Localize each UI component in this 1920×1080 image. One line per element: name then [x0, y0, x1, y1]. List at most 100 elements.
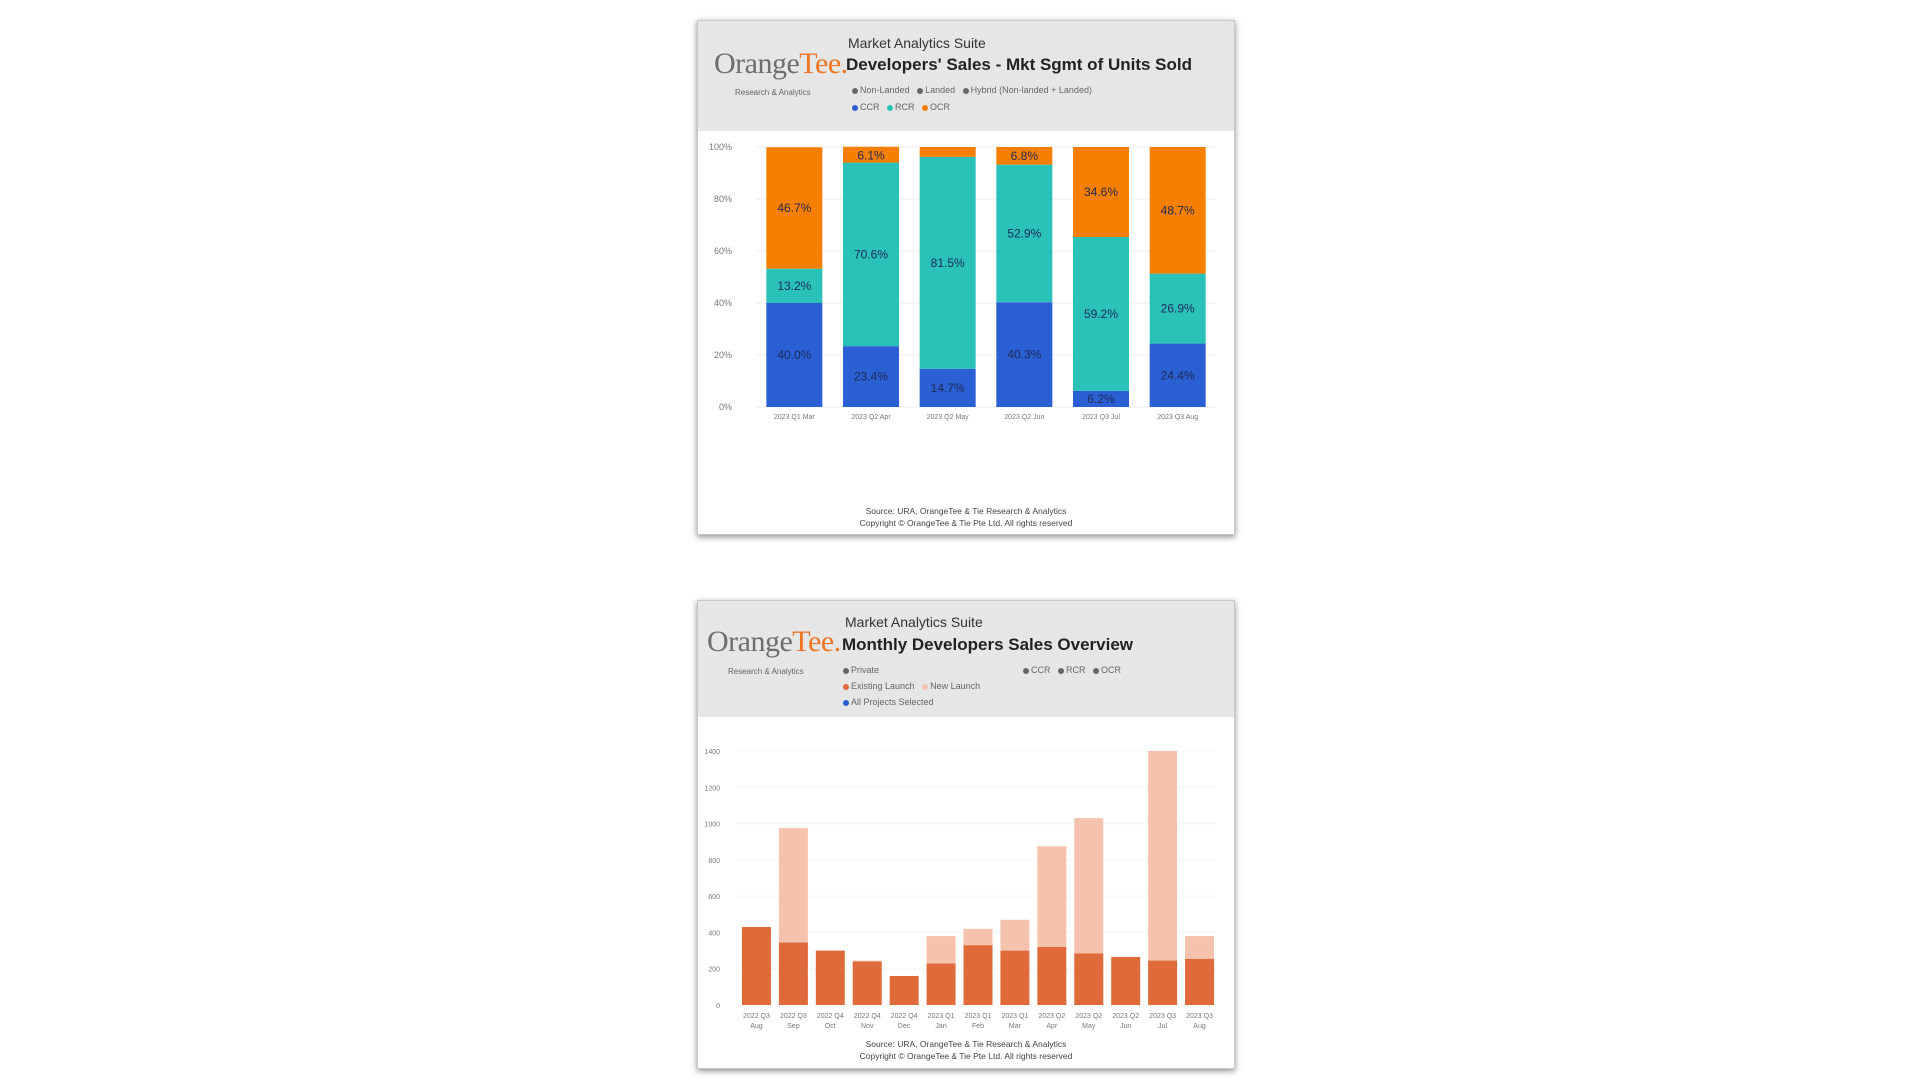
x-tick-label-quarter: 2023 Q2	[1112, 1013, 1139, 1020]
x-tick-label-month: Jan	[935, 1023, 946, 1030]
bar-segment-ocr	[919, 147, 976, 157]
filter-landed[interactable]: Landed	[917, 85, 955, 95]
y-tick-label: 1400	[704, 749, 720, 756]
series-legend: CCR RCR OCR	[852, 102, 955, 112]
bar-segment-existing-launch	[1000, 950, 1030, 1005]
legend-label: CCR	[860, 102, 880, 112]
segment-ocr[interactable]: OCR	[1093, 665, 1121, 675]
x-tick-label-quarter: 2023 Q2	[1038, 1013, 1065, 1020]
x-tick-label-month: Oct	[825, 1023, 836, 1030]
stacked-percent-bar-chart: 0% 20% 40% 60% 80% 100% 40.0% 13.2% 46.7% 2023 Q1…	[709, 142, 1216, 421]
copyright-note: Copyright © OrangeTee & Tie Pte Ltd. All…	[859, 1051, 1073, 1061]
x-tick-label-month: Jul	[1158, 1023, 1167, 1030]
all-projects-selected[interactable]: All Projects Selected	[843, 697, 934, 707]
x-tick-label-quarter: 2022 Q4	[854, 1013, 881, 1020]
bar-segment-ccr	[919, 368, 976, 407]
bar-segment-existing-launch	[852, 961, 882, 1005]
data-label: 34.6%	[1084, 185, 1118, 199]
bar-segment-rcr	[766, 268, 823, 303]
segment-dot-icon	[1058, 667, 1065, 674]
filter-label: Non-Landed	[860, 85, 910, 95]
y-tick-label: 1000	[704, 822, 720, 829]
logo-text-dot: .	[840, 47, 849, 80]
bar-segment-new-launch	[852, 960, 882, 962]
x-tick-label-month: Aug	[1193, 1023, 1206, 1030]
bar-segment-rcr	[919, 156, 976, 369]
projects-legend: All Projects Selected	[843, 697, 939, 707]
stacked-bar-chart: 0 200 400 600 800 1000 1200 1400 2022 Q3 Aug 2022 …	[704, 749, 1218, 1030]
bar-segment-existing-launch	[1148, 960, 1178, 1005]
data-label: 40.3%	[1007, 348, 1041, 362]
x-tick-label: 2023 Q2 Jun	[1004, 414, 1044, 421]
legend-dot-icon	[922, 683, 929, 690]
y-tick-label: 400	[708, 930, 720, 937]
x-tick-label: 2023 Q3 Jul	[1082, 414, 1120, 421]
data-label: 26.9%	[1161, 302, 1195, 316]
bar-segment-ocr	[843, 146, 899, 163]
filter-hybrid[interactable]: Hybrid (Non-landed + Landed)	[962, 85, 1092, 95]
chart-title: Monthly Developers Sales Overview	[842, 635, 1134, 654]
data-label: 59.2%	[1084, 307, 1118, 321]
y-tick-label: 100%	[709, 142, 732, 152]
y-tick-label: 800	[708, 858, 720, 865]
x-tick-label-month: Sep	[787, 1023, 800, 1030]
series-legend: Existing Launch New Launch	[843, 681, 985, 691]
logo-text-dot: .	[833, 625, 842, 658]
x-tick-label-quarter: 2023 Q2	[1075, 1013, 1102, 1020]
data-label: 70.6%	[854, 247, 888, 261]
legend-dot-icon	[843, 683, 849, 690]
y-tick-label: 1200	[704, 785, 720, 792]
y-tick-label: 0%	[719, 402, 732, 412]
copyright-note: Copyright © OrangeTee & Tie Pte Ltd. All…	[859, 518, 1073, 528]
bar-segment-rcr	[996, 164, 1053, 303]
legend-label: RCR	[895, 102, 915, 112]
data-label: 6.2%	[1087, 392, 1115, 406]
bar-segment-existing-launch	[926, 963, 956, 1005]
orangetee-logo: OrangeTee.	[707, 625, 841, 659]
data-label: 52.9%	[1007, 226, 1041, 240]
logo-text-orange: Orange	[707, 625, 793, 658]
bar-segment-ccr	[996, 302, 1053, 407]
legend-rcr[interactable]: RCR	[887, 102, 915, 112]
data-label: 24.4%	[1161, 368, 1195, 382]
bar-segment-rcr	[843, 162, 899, 347]
filter-non-landed[interactable]: Non-Landed	[852, 85, 910, 95]
bar-segment-ccr	[843, 346, 899, 407]
filter-label: Landed	[925, 85, 956, 95]
bar-segment-existing-launch	[815, 950, 845, 1005]
legend-ccr[interactable]: CCR	[852, 102, 880, 112]
filter-private[interactable]: Private	[843, 665, 879, 675]
legend-label: New Launch	[930, 681, 981, 691]
x-tick-label-quarter: 2022 Q3	[743, 1013, 770, 1020]
bar-segment-new-launch	[926, 936, 956, 964]
chart-card-market-segment: OrangeTee. Research & Analytics Market A…	[697, 20, 1235, 535]
y-tick-label: 80%	[714, 194, 732, 204]
orangetee-logo: OrangeTee.	[714, 47, 848, 81]
bar-segment-new-launch	[778, 828, 808, 943]
suite-name: Market Analytics Suite	[848, 35, 986, 51]
segment-dot-icon	[1023, 667, 1029, 674]
bar-segment-ccr	[766, 303, 823, 407]
bar-segment-existing-launch	[963, 945, 993, 1005]
filter-dot-icon	[962, 87, 969, 94]
data-label: 81.5%	[931, 256, 965, 270]
legend-label: Existing Launch	[851, 681, 915, 691]
suite-name: Market Analytics Suite	[845, 614, 983, 630]
y-tick-label: 60%	[714, 246, 732, 256]
segment-rcr[interactable]: RCR	[1058, 665, 1086, 675]
data-label: 46.7%	[777, 201, 811, 215]
legend-existing-launch[interactable]: Existing Launch	[843, 681, 915, 691]
x-tick-label-month: Feb	[972, 1023, 984, 1030]
bar-segment-rcr	[1073, 236, 1129, 391]
legend-new-launch[interactable]: New Launch	[922, 681, 980, 691]
chart-title: Developers' Sales - Mkt Sgmt of Units So…	[846, 55, 1193, 74]
segment-ccr[interactable]: CCR	[1023, 665, 1051, 675]
legend-ocr[interactable]: OCR	[922, 102, 950, 112]
x-tick-label-month: Apr	[1046, 1023, 1058, 1030]
x-tick-label-quarter: 2022 Q4	[817, 1013, 844, 1020]
bar-segment-ccr	[1149, 343, 1206, 407]
bar-segment-ocr	[1073, 147, 1129, 237]
x-tick-label: 2023 Q3 Aug	[1157, 414, 1198, 421]
bar-segment-existing-launch	[741, 926, 771, 1005]
logo-text-tee: Tee	[799, 47, 841, 80]
